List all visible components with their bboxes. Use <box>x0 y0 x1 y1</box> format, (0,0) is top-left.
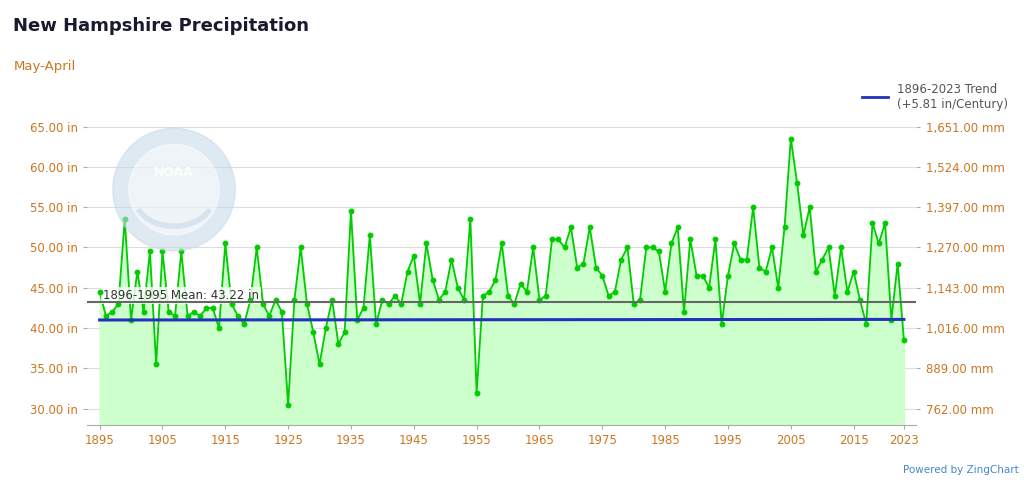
Circle shape <box>113 128 236 251</box>
Circle shape <box>129 144 219 235</box>
Legend: 1896-2023 Trend
(+5.81 in/Century): 1896-2023 Trend (+5.81 in/Century) <box>857 78 1013 115</box>
Text: May-April: May-April <box>13 60 76 73</box>
Text: Powered by ZingChart: Powered by ZingChart <box>903 465 1019 475</box>
Text: 1896-1995 Mean: 43.22 in: 1896-1995 Mean: 43.22 in <box>102 289 259 302</box>
Text: NOAA: NOAA <box>155 167 194 180</box>
Text: New Hampshire Precipitation: New Hampshire Precipitation <box>13 17 309 35</box>
